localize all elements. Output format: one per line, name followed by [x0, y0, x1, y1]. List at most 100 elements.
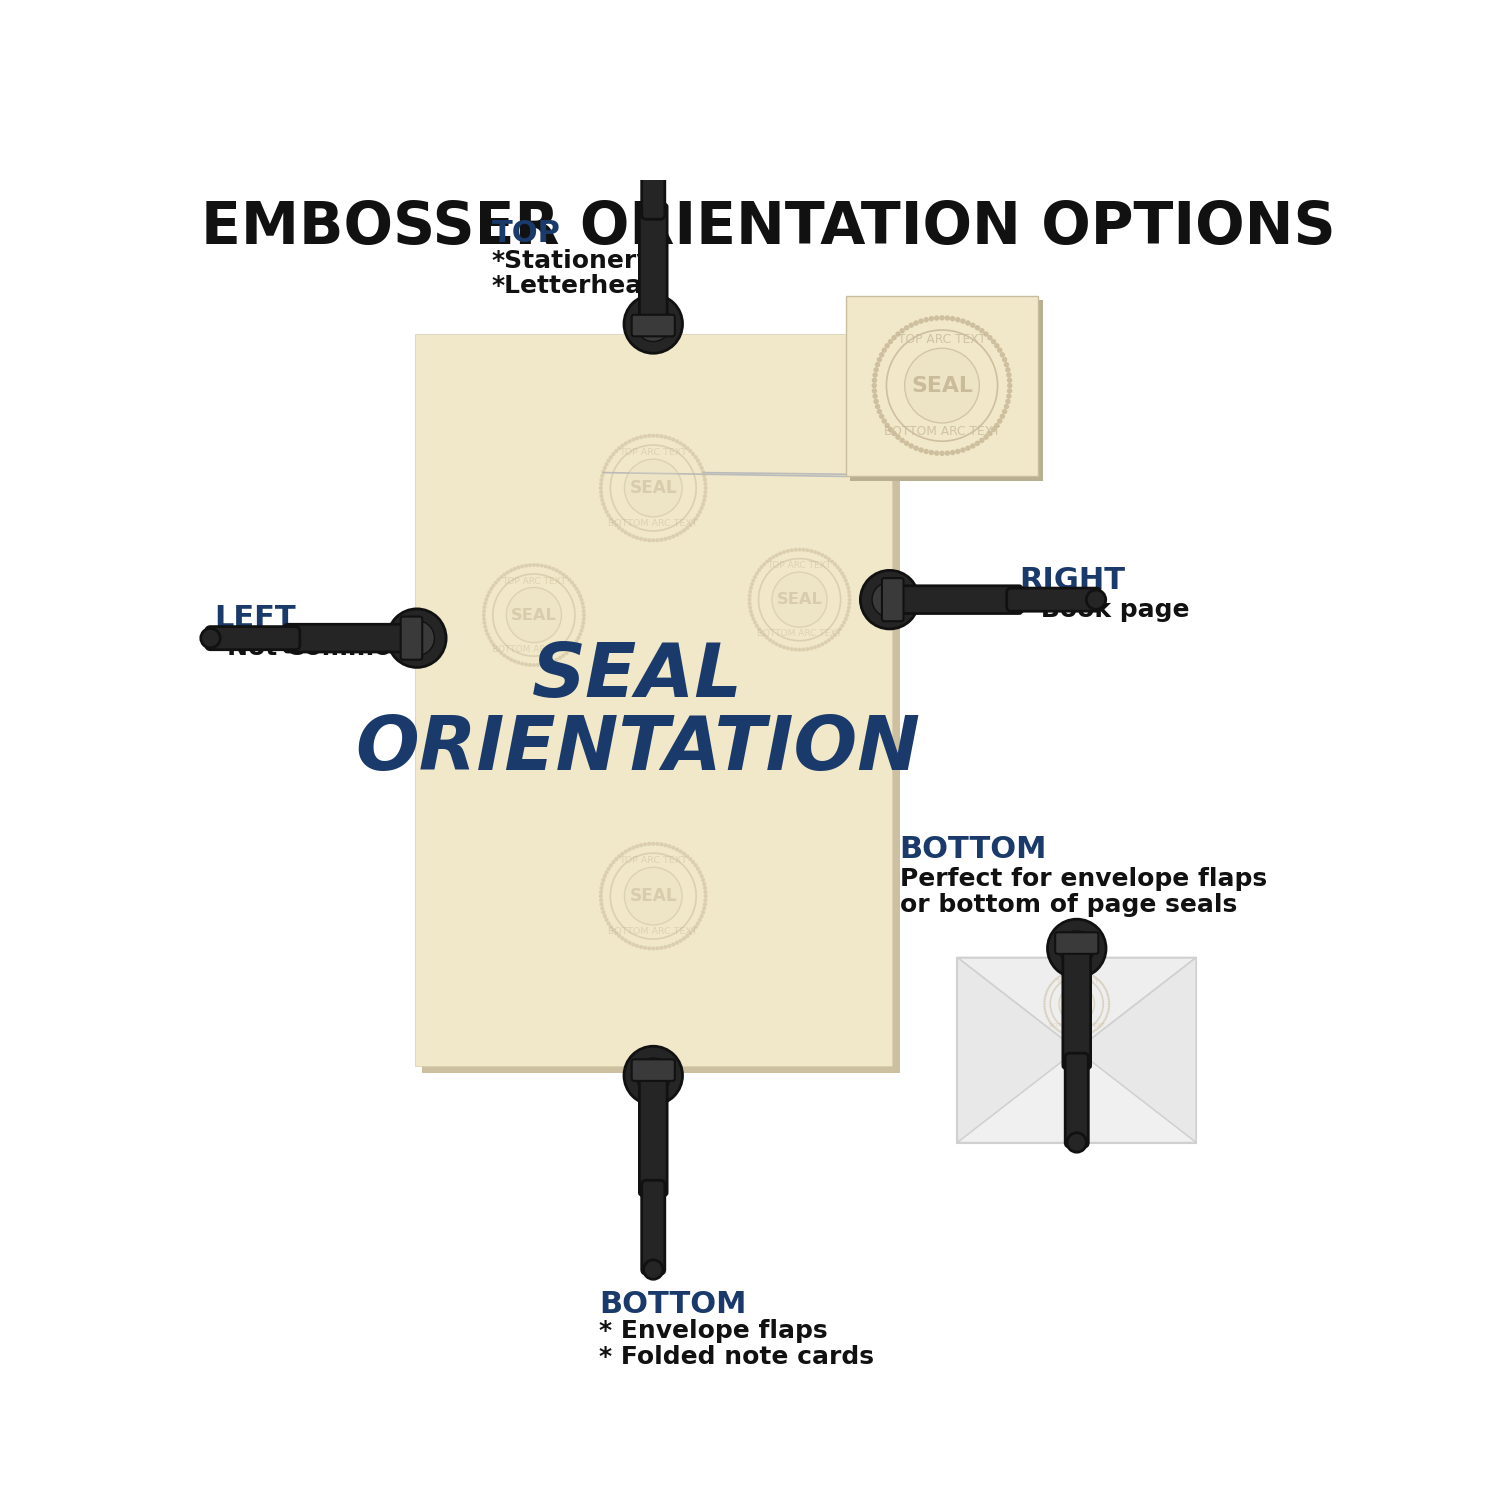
Circle shape: [624, 459, 682, 518]
Circle shape: [999, 352, 1005, 357]
Circle shape: [646, 842, 651, 846]
Circle shape: [914, 321, 920, 326]
Circle shape: [984, 332, 988, 338]
Circle shape: [1053, 980, 1054, 982]
Circle shape: [1076, 970, 1078, 974]
Circle shape: [675, 847, 680, 852]
Circle shape: [918, 447, 924, 453]
Circle shape: [646, 433, 651, 438]
FancyBboxPatch shape: [400, 616, 423, 660]
Circle shape: [1005, 368, 1011, 372]
Circle shape: [934, 315, 939, 321]
Circle shape: [644, 945, 646, 950]
Circle shape: [999, 414, 1005, 419]
Circle shape: [543, 564, 548, 568]
Circle shape: [698, 462, 702, 466]
Circle shape: [675, 532, 680, 537]
Circle shape: [604, 462, 609, 466]
Text: SEAL: SEAL: [512, 608, 556, 622]
Circle shape: [1076, 1035, 1078, 1038]
Circle shape: [509, 657, 513, 662]
Circle shape: [548, 566, 552, 570]
Circle shape: [678, 441, 682, 446]
Circle shape: [639, 537, 644, 542]
Circle shape: [1004, 404, 1010, 410]
Circle shape: [604, 918, 609, 922]
Circle shape: [693, 862, 698, 867]
Circle shape: [1098, 980, 1101, 982]
Circle shape: [600, 477, 603, 482]
Circle shape: [644, 1260, 663, 1280]
Circle shape: [752, 579, 756, 582]
Circle shape: [494, 580, 498, 585]
Circle shape: [871, 382, 877, 388]
Circle shape: [483, 602, 488, 606]
Circle shape: [847, 597, 852, 602]
Circle shape: [603, 914, 608, 918]
Circle shape: [1107, 994, 1110, 998]
Circle shape: [600, 498, 604, 502]
Circle shape: [824, 640, 828, 645]
Circle shape: [482, 609, 486, 613]
Circle shape: [970, 322, 975, 328]
Circle shape: [624, 849, 628, 853]
Circle shape: [656, 842, 660, 846]
Circle shape: [692, 928, 694, 932]
Circle shape: [824, 555, 828, 560]
Circle shape: [1107, 1000, 1110, 1002]
Circle shape: [516, 660, 520, 664]
Circle shape: [609, 862, 613, 867]
Circle shape: [806, 548, 810, 552]
Circle shape: [602, 470, 606, 474]
Circle shape: [1056, 1029, 1059, 1032]
Circle shape: [668, 436, 672, 441]
Circle shape: [748, 586, 753, 590]
Circle shape: [564, 651, 568, 656]
Circle shape: [904, 441, 909, 446]
Circle shape: [914, 446, 920, 452]
Circle shape: [528, 663, 532, 668]
Circle shape: [704, 890, 708, 894]
Circle shape: [885, 344, 890, 348]
Circle shape: [1059, 1030, 1060, 1033]
Circle shape: [489, 586, 494, 591]
Circle shape: [688, 524, 693, 526]
Circle shape: [688, 932, 693, 934]
Circle shape: [928, 316, 934, 321]
Circle shape: [842, 574, 846, 579]
Circle shape: [874, 404, 880, 410]
FancyBboxPatch shape: [882, 578, 903, 621]
Circle shape: [1050, 984, 1052, 986]
Circle shape: [561, 654, 566, 657]
Circle shape: [600, 494, 603, 498]
Circle shape: [1072, 970, 1076, 974]
Circle shape: [992, 427, 996, 432]
Text: TOP ARC TEXT: TOP ARC TEXT: [768, 561, 831, 570]
Circle shape: [909, 444, 914, 448]
Circle shape: [1059, 986, 1095, 1022]
Circle shape: [1080, 1035, 1083, 1036]
Circle shape: [980, 438, 984, 442]
Circle shape: [663, 537, 668, 542]
Circle shape: [399, 621, 435, 656]
Circle shape: [1096, 1028, 1100, 1030]
Circle shape: [639, 843, 644, 848]
Circle shape: [836, 630, 840, 634]
Circle shape: [528, 562, 532, 567]
Circle shape: [975, 441, 980, 446]
Circle shape: [520, 564, 524, 568]
Circle shape: [634, 436, 639, 441]
Circle shape: [675, 440, 680, 444]
Circle shape: [660, 433, 663, 438]
Circle shape: [752, 616, 756, 621]
Circle shape: [747, 602, 752, 606]
Circle shape: [503, 654, 507, 657]
Circle shape: [624, 531, 628, 534]
Circle shape: [1064, 972, 1065, 975]
Circle shape: [616, 446, 621, 450]
Circle shape: [1107, 998, 1110, 1000]
Circle shape: [1102, 1020, 1106, 1022]
FancyBboxPatch shape: [639, 1074, 668, 1196]
Circle shape: [1060, 974, 1064, 976]
Circle shape: [578, 594, 582, 598]
